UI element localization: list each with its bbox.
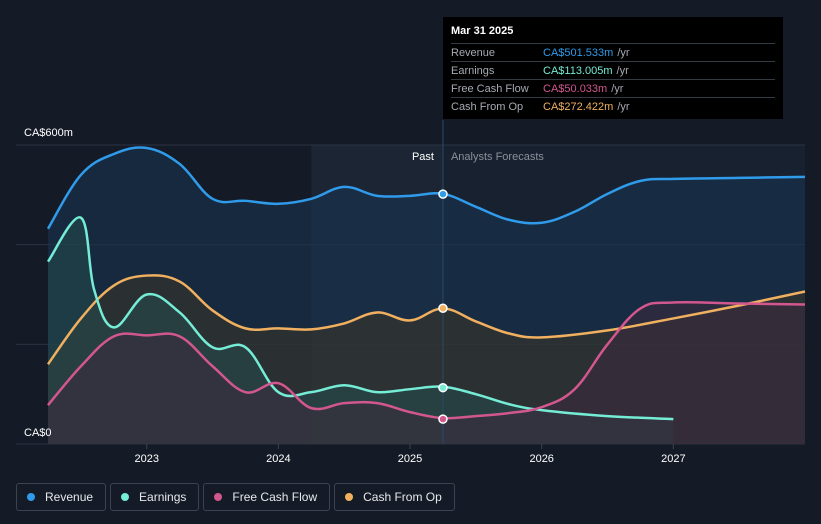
- x-tick-label: 2027: [661, 453, 685, 465]
- tooltip-row-cash-from-op: Cash From Op CA$272.422m /yr: [451, 97, 775, 115]
- tooltip-unit: /yr: [617, 100, 630, 113]
- revenue-line: [46, 146, 806, 230]
- legend-item-earnings[interactable]: Earnings: [110, 483, 200, 511]
- x-tick-label: 2024: [266, 453, 290, 465]
- legend-label: Earnings: [139, 490, 187, 504]
- legend-dot-icon: [345, 493, 354, 501]
- tooltip-label: Free Cash Flow: [451, 82, 529, 95]
- tooltip-label: Earnings: [451, 64, 495, 77]
- series-lines: [46, 146, 806, 421]
- legend-label: Cash From Op: [363, 490, 442, 504]
- legend: Revenue Earnings Free Cash Flow Cash Fro…: [16, 483, 455, 511]
- legend-label: Free Cash Flow: [232, 490, 318, 504]
- tooltip-unit: /yr: [616, 64, 629, 77]
- series-areas: [48, 147, 805, 444]
- forecast-label: Analysts Forecasts: [451, 151, 544, 163]
- tooltip-row-revenue: Revenue CA$501.533m /yr: [451, 43, 775, 61]
- cash-from-op-marker: [438, 303, 448, 314]
- tooltip-label: Revenue: [451, 46, 496, 59]
- tooltip-row-earnings: Earnings CA$113.005m /yr: [451, 61, 775, 79]
- tooltip-value: CA$272.422m: [543, 100, 614, 113]
- x-axis-ticks: 2023 2024 2025 2026 2027: [134, 444, 686, 465]
- x-tick-label: 2023: [134, 453, 158, 465]
- y-axis-bottom-label: CA$0: [24, 427, 52, 439]
- revenue-marker: [438, 189, 448, 199]
- legend-item-free-cash-flow[interactable]: Free Cash Flow: [203, 483, 331, 511]
- tooltip-row-free-cash-flow: Free Cash Flow CA$50.033m /yr: [451, 79, 775, 97]
- tooltip-unit: /yr: [617, 46, 630, 59]
- legend-item-cash-from-op[interactable]: Cash From Op: [334, 483, 455, 511]
- legend-item-revenue[interactable]: Revenue: [16, 483, 107, 511]
- y-axis-top-label: CA$600m: [24, 127, 73, 139]
- series-markers: [438, 189, 448, 424]
- earnings-marker: [438, 382, 448, 393]
- free-cash-flow-marker: [438, 414, 448, 424]
- tooltip-unit: /yr: [611, 82, 624, 95]
- past-label: Past: [412, 151, 434, 163]
- cash-from-op-line: [46, 274, 806, 365]
- legend-dot-icon: [121, 493, 130, 501]
- free-cash-flow-area: [48, 302, 805, 444]
- tooltip-value: CA$113.005m: [543, 64, 613, 77]
- tooltip-value: CA$50.033m: [543, 82, 608, 95]
- free-cash-flow-line: [47, 300, 806, 420]
- x-tick-label: 2026: [529, 453, 553, 465]
- tooltip-label: Cash From Op: [451, 100, 524, 113]
- x-tick-label: 2025: [398, 453, 422, 465]
- legend-dot-icon: [27, 493, 35, 501]
- tooltip-value: CA$501.533m: [543, 46, 614, 59]
- legend-dot-icon: [214, 493, 223, 501]
- legend-label: Revenue: [45, 490, 94, 504]
- earnings-line: [46, 216, 674, 421]
- tooltip: Mar 31 2025 Revenue CA$501.533m /yr Earn…: [443, 17, 783, 119]
- tooltip-date: Mar 31 2025: [451, 25, 514, 37]
